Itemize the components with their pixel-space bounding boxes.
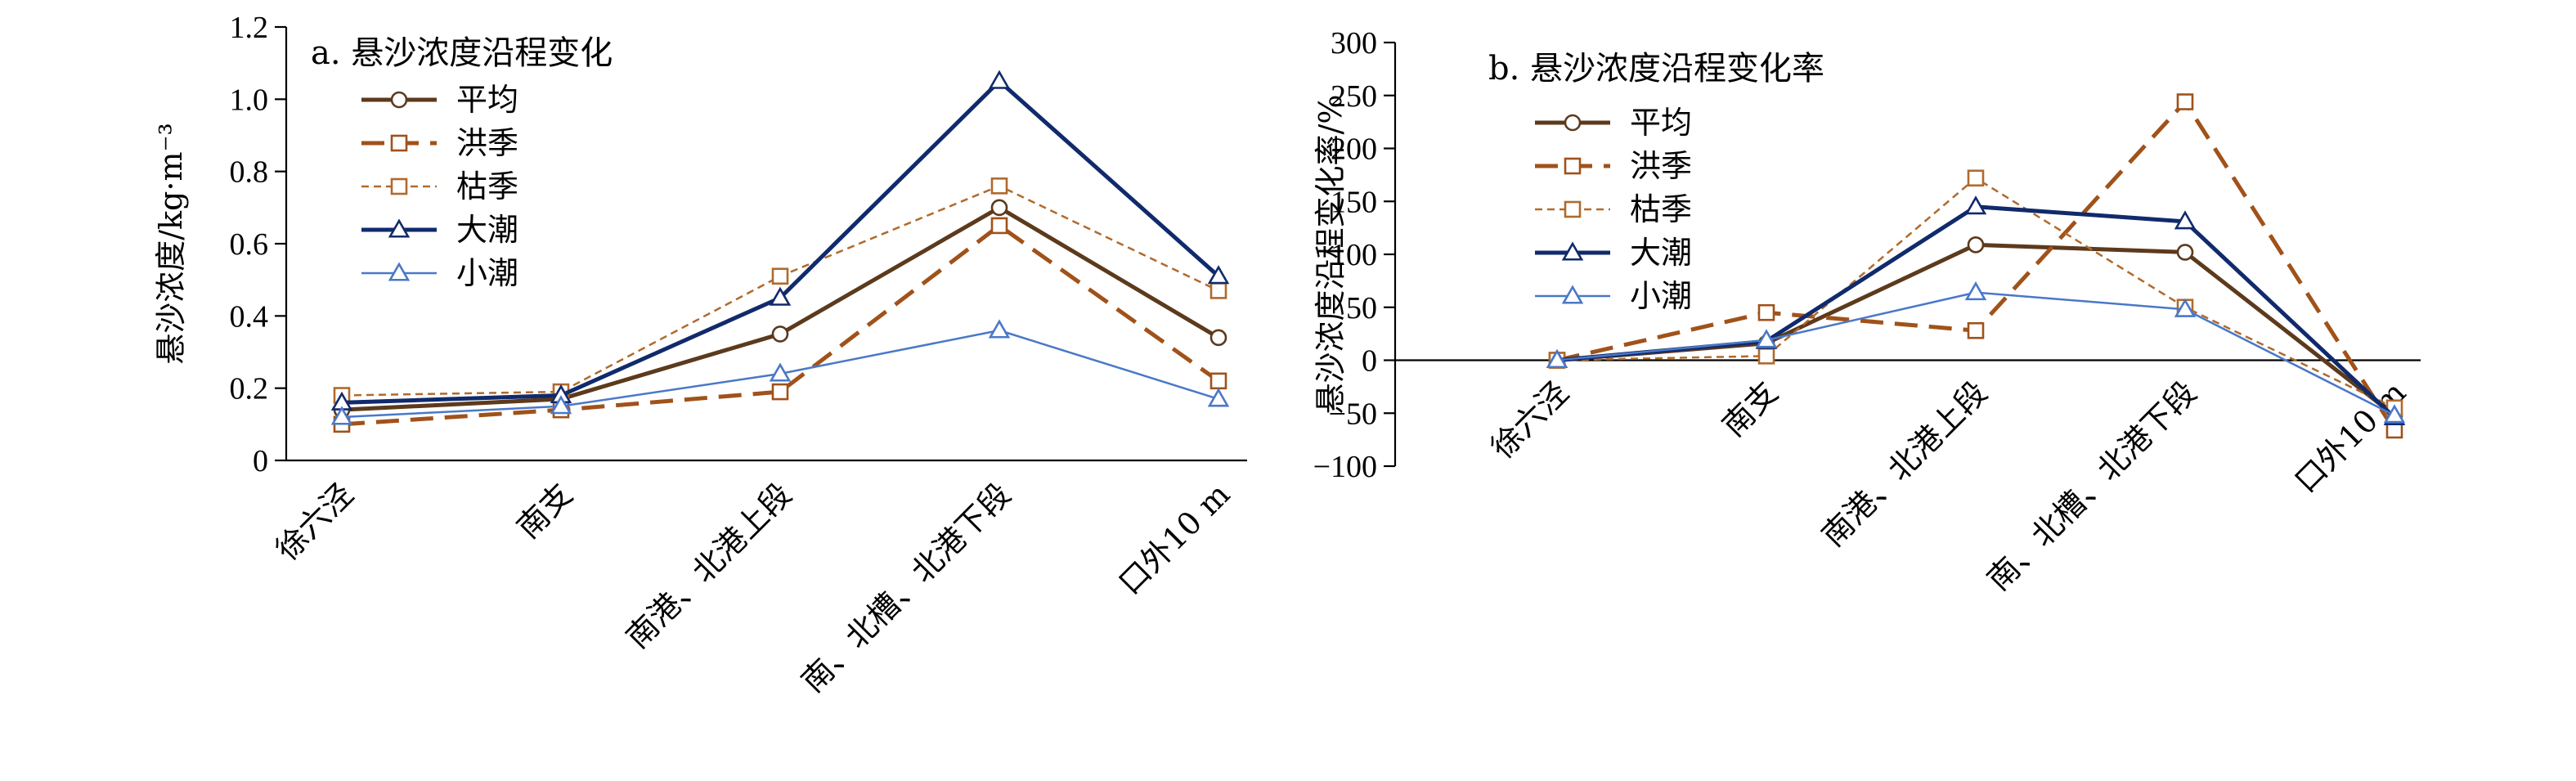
y-tick-label: 0	[1362, 344, 1377, 379]
data-point	[2383, 404, 2406, 424]
legend-swatch-marker	[388, 262, 411, 281]
data-point	[1207, 265, 1230, 285]
legend-swatch-marker	[1564, 157, 1582, 175]
data-point	[1546, 348, 1568, 369]
y-tick-label: 0.4	[230, 299, 269, 334]
y-tick-label: 100	[1331, 238, 1377, 272]
data-point	[2176, 93, 2194, 110]
data-point	[1967, 236, 1985, 254]
x-category-label: 南港、北港上段	[619, 476, 798, 655]
data-point	[550, 395, 572, 415]
x-category-label: 南、北槽、北港下段	[794, 476, 1017, 699]
legend-swatch-marker	[388, 218, 411, 238]
x-category-label: 徐六泾	[269, 476, 361, 568]
y-tick-label: 0.2	[230, 372, 269, 406]
legend-swatch-marker	[1564, 200, 1582, 218]
legend-label: 洪季	[456, 125, 518, 161]
y-tick-label: 250	[1331, 79, 1377, 114]
legend-label: 平均	[1630, 105, 1692, 141]
data-point	[1209, 282, 1227, 299]
data-point	[990, 217, 1008, 235]
legend-label: 小潮	[1630, 278, 1692, 314]
data-point	[769, 286, 792, 306]
chart-title: b. 悬沙浓度沿程变化率	[1488, 50, 1824, 88]
x-category-label: 南港、北港上段	[1815, 375, 1994, 554]
y-tick-label: 0.6	[230, 227, 269, 262]
y-tick-label: 1.0	[230, 83, 269, 117]
y-axis-label: 悬沙浓度沿程变化率/%	[1313, 95, 1349, 415]
data-point	[1755, 329, 1778, 348]
legend-label: 枯季	[1630, 191, 1692, 227]
y-tick-label: 0	[253, 444, 268, 478]
x-category-label: 徐六泾	[1484, 375, 1576, 466]
x-category-label: 南支	[510, 476, 580, 545]
chart-panel-a: 0 0.2 0.4 0.6 0.8 1.0 1.2 徐六泾 南支 南港、北港上段南、北槽、北港下段…	[153, 11, 1247, 699]
data-point	[2176, 244, 2194, 261]
data-point	[1967, 169, 1985, 187]
data-point	[769, 362, 792, 382]
data-point	[988, 319, 1011, 339]
x-category-label: 南支	[1716, 375, 1785, 444]
data-point	[1209, 372, 1227, 390]
y-tick-label: −100	[1313, 450, 1377, 484]
y-tick-label: 150	[1331, 185, 1377, 219]
legend-label: 洪季	[1630, 148, 1692, 184]
data-point	[1964, 281, 1987, 301]
data-point	[1757, 303, 1775, 321]
y-tick-label: 1.2	[230, 11, 269, 45]
data-point	[330, 406, 353, 425]
series-line-2	[341, 223, 1220, 427]
legend-swatch-marker	[1561, 285, 1584, 304]
data-point	[1964, 195, 1987, 215]
y-tick-label: 300	[1331, 26, 1377, 61]
data-point	[1209, 329, 1227, 347]
y-axis-label: 悬沙浓度/kg·m⁻³	[153, 123, 189, 365]
y-tick-label: 50	[1346, 291, 1377, 325]
legend-swatch-marker	[390, 91, 408, 109]
data-point	[1757, 348, 1775, 365]
legend-swatch-marker	[1561, 241, 1584, 261]
data-point	[1207, 388, 1230, 407]
data-point	[771, 325, 789, 343]
legend-swatch-marker	[390, 177, 408, 195]
legend-label: 大潮	[456, 212, 518, 248]
data-point	[990, 199, 1008, 217]
legend-label: 大潮	[1630, 235, 1692, 271]
data-point	[771, 383, 789, 401]
x-category-label: 南、北槽、北港下段	[1980, 375, 2203, 598]
legend-swatch-marker	[390, 134, 408, 152]
legend-swatch-marker	[1564, 114, 1582, 132]
x-category-label: 口外10 m	[1111, 476, 1236, 601]
y-tick-label: 200	[1331, 132, 1377, 167]
data-point	[2174, 298, 2197, 317]
y-tick-label: −50	[1329, 397, 1377, 431]
data-point	[990, 177, 1008, 195]
y-tick-label: 0.8	[230, 155, 269, 190]
chart-panel-b: −100 −50 0 50 100 150 200 250 300 徐六泾 南支 南港、北港上段南、北…	[1313, 26, 2421, 598]
legend-label: 小潮	[456, 255, 518, 291]
chart-title: a. 悬沙浓度沿程变化	[311, 34, 613, 72]
legend-label: 平均	[456, 82, 518, 118]
data-point	[771, 267, 789, 285]
legend-label: 枯季	[456, 168, 518, 204]
data-point	[2174, 210, 2197, 230]
data-point	[988, 70, 1011, 89]
data-point	[1967, 321, 1985, 339]
